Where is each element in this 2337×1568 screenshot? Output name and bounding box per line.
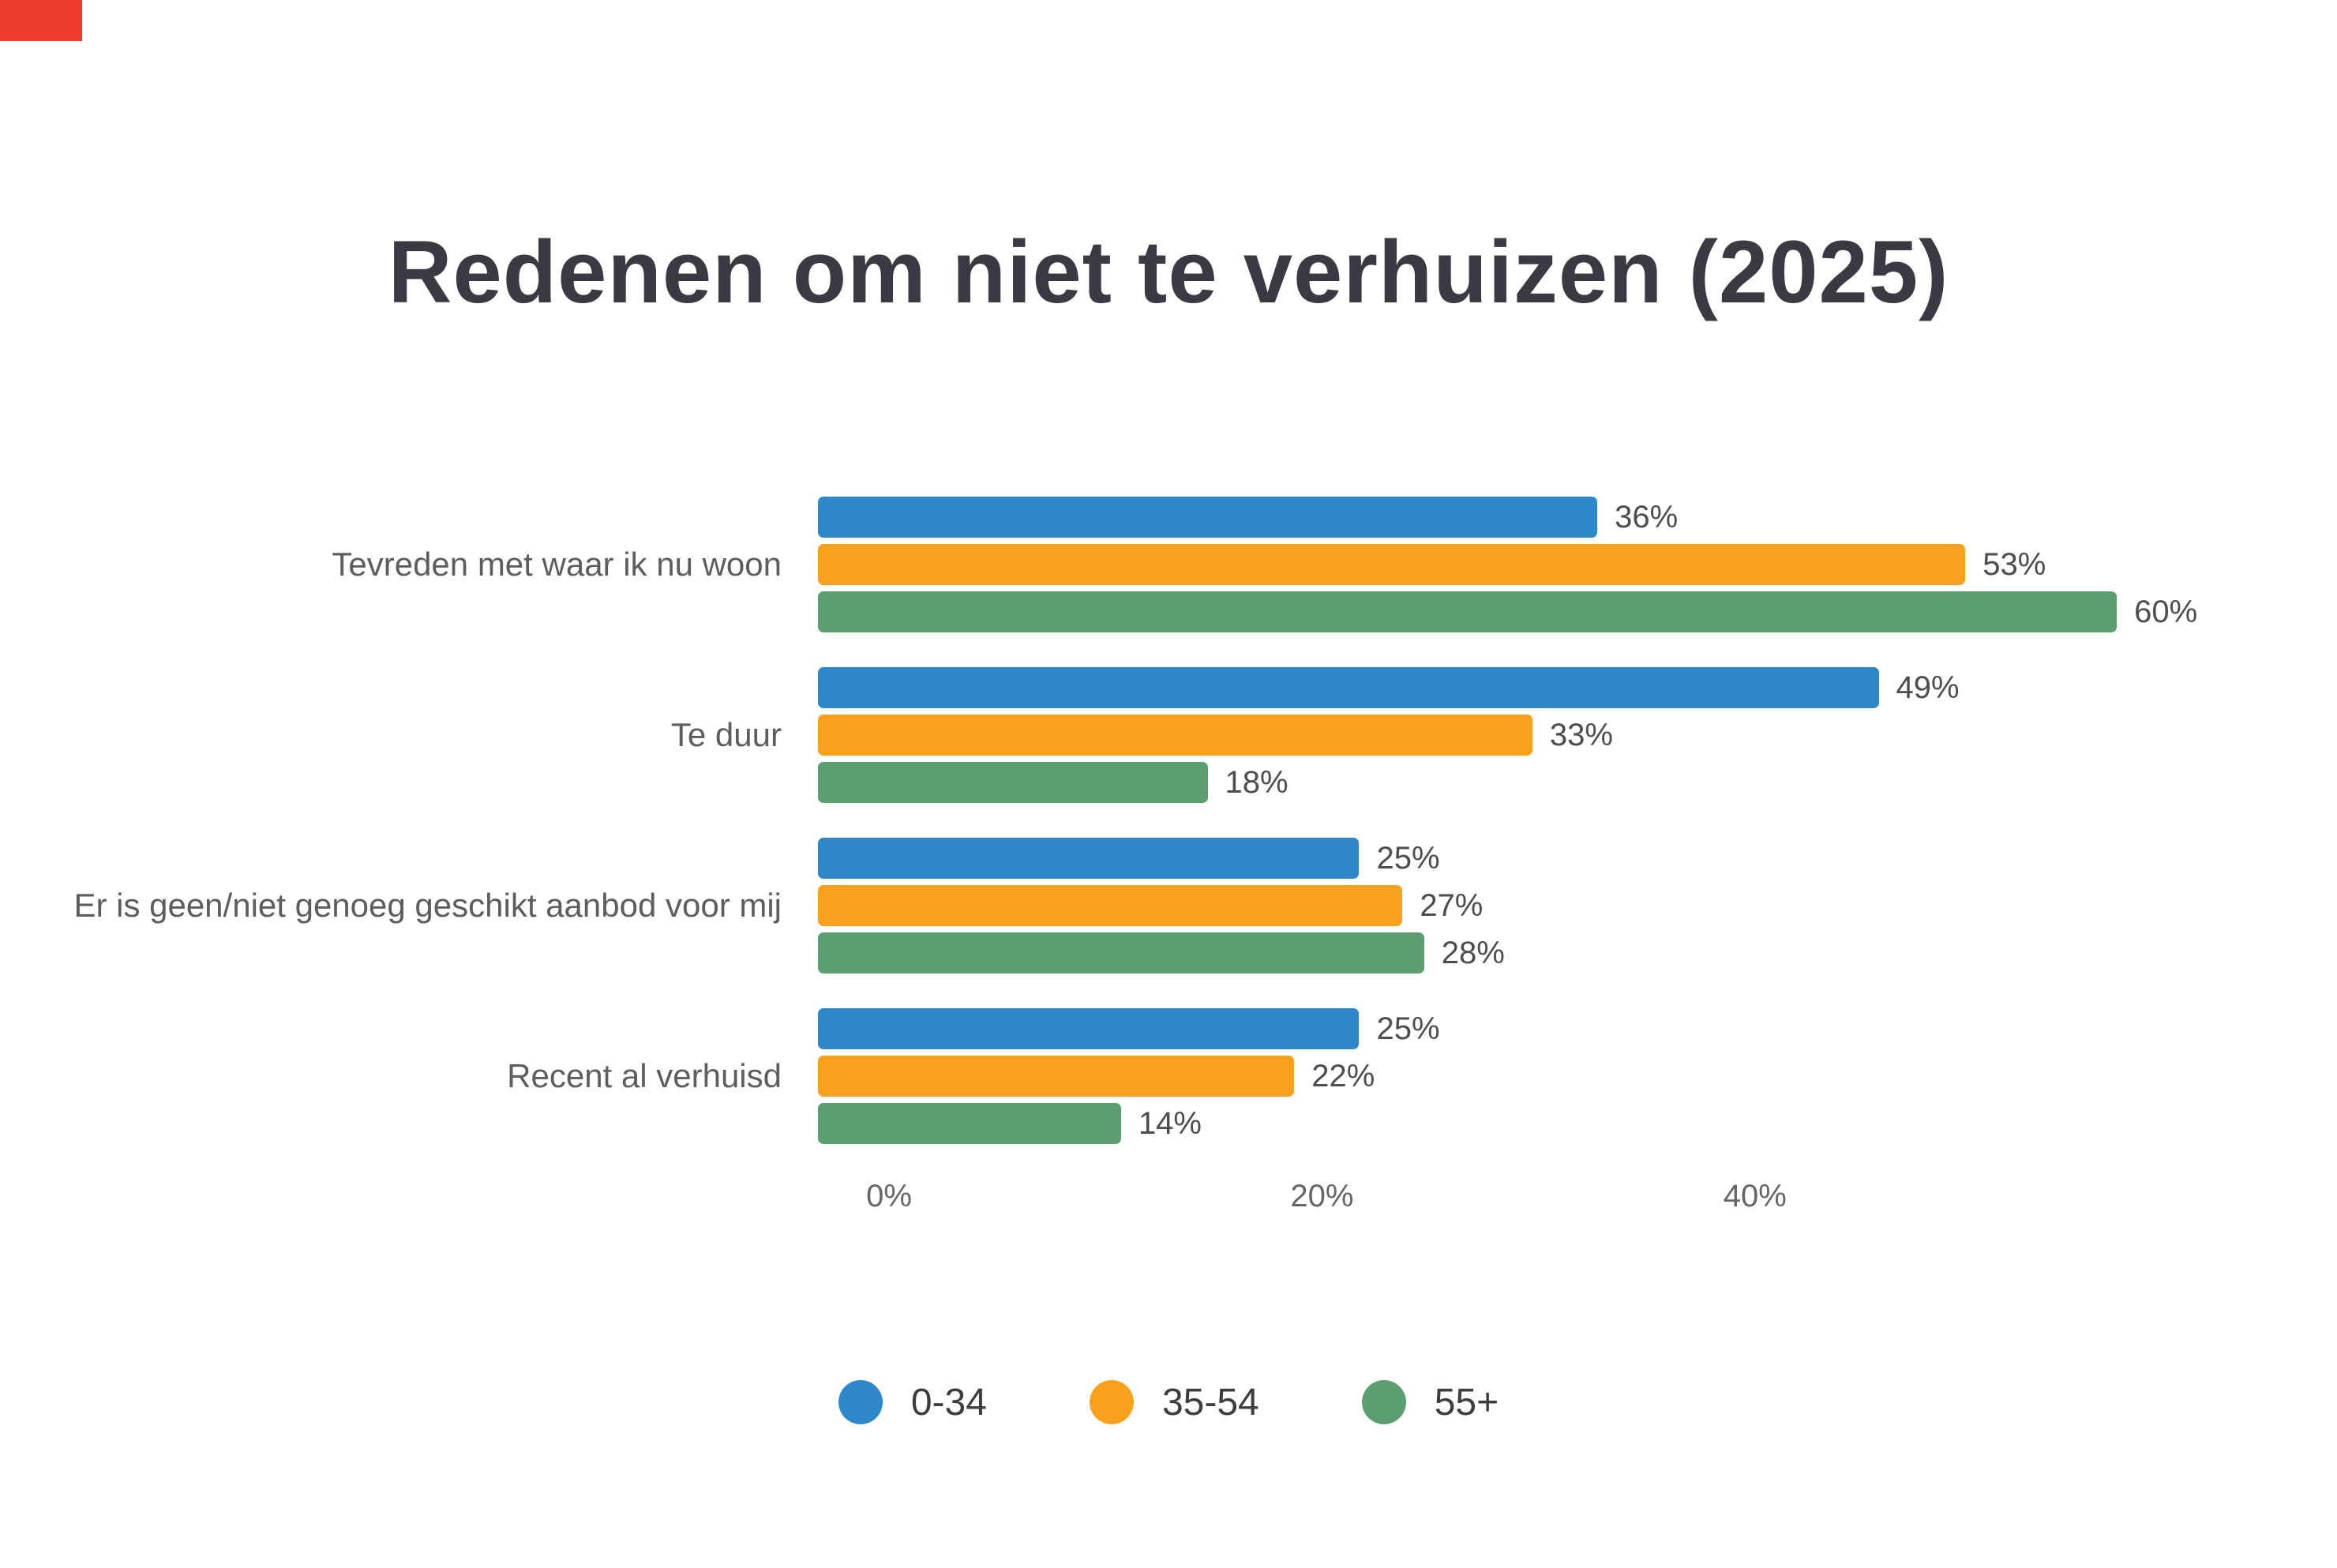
bar-55+ xyxy=(818,591,2118,632)
bar-0-34 xyxy=(818,667,1879,708)
bar-line: 33% xyxy=(818,715,2160,756)
bar-group: 49% 33% 18% xyxy=(818,667,2160,803)
bar-line: 27% xyxy=(818,885,2160,926)
chart-slide: Redenen om niet te verhuizen (2025) Tevr… xyxy=(0,0,2337,1424)
bar-value-label: 33% xyxy=(1549,717,1613,752)
bar-55+ xyxy=(818,1103,1121,1144)
chart-row: Er is geen/niet genoeg geschikt aanbod v… xyxy=(71,838,2337,973)
bar-35-54 xyxy=(818,885,1403,926)
legend-label: 55+ xyxy=(1434,1381,1499,1424)
legend-label: 0-34 xyxy=(910,1381,987,1424)
bar-55+ xyxy=(818,932,1424,973)
x-tick-label: 0% xyxy=(866,1179,912,1214)
bar-0-34 xyxy=(818,497,1598,538)
legend-swatch xyxy=(1361,1380,1406,1424)
x-tick-label: 40% xyxy=(1723,1179,1787,1214)
bar-line: 53% xyxy=(818,544,2160,585)
legend-label: 35-54 xyxy=(1161,1381,1259,1424)
chart-row: Recent al verhuisd 25% 22% 14% xyxy=(71,1008,2337,1144)
bar-group: 25% 22% 14% xyxy=(818,1008,2160,1144)
bar-value-label: 25% xyxy=(1376,1011,1440,1046)
chart-title: Redenen om niet te verhuizen (2025) xyxy=(388,223,1949,321)
category-label: Tevreden met waar ik nu woon xyxy=(332,545,782,583)
category-label: Te duur xyxy=(670,715,782,753)
bar-35-54 xyxy=(818,1056,1295,1097)
legend-item: 0-34 xyxy=(838,1380,987,1424)
chart-row: Tevreden met waar ik nu woon 36% 53% 60% xyxy=(71,497,2337,632)
corner-marker xyxy=(0,0,82,41)
bar-value-label: 25% xyxy=(1376,840,1440,876)
bar-35-54 xyxy=(818,544,1966,585)
bar-line: 36% xyxy=(818,497,2160,538)
bar-group: 36% 53% 60% xyxy=(818,497,2197,632)
bar-group: 25% 27% 28% xyxy=(818,838,2160,973)
bar-line: 25% xyxy=(818,1008,2160,1049)
legend-item: 55+ xyxy=(1361,1380,1499,1424)
bar-value-label: 18% xyxy=(1225,764,1289,800)
bar-value-label: 28% xyxy=(1441,935,1505,970)
x-tick-label: 20% xyxy=(1290,1179,1354,1214)
bar-line: 14% xyxy=(818,1103,2160,1144)
bar-0-34 xyxy=(818,838,1360,879)
legend: 0-34 35-54 55+ xyxy=(0,1380,2337,1424)
bar-0-34 xyxy=(818,1008,1360,1049)
bar-value-label: 36% xyxy=(1615,499,1679,535)
bar-value-label: 27% xyxy=(1420,887,1484,923)
bar-value-label: 60% xyxy=(2134,594,2198,629)
legend-item: 35-54 xyxy=(1089,1380,1259,1424)
bar-line: 22% xyxy=(818,1056,2160,1097)
bar-value-label: 22% xyxy=(1311,1058,1375,1093)
bar-line: 25% xyxy=(818,838,2160,879)
bar-value-label: 14% xyxy=(1138,1105,1202,1141)
chart-rows: Tevreden met waar ik nu woon 36% 53% 60% Te … xyxy=(71,497,2337,1144)
x-axis: 0% 20% 40% xyxy=(866,1179,2231,1234)
bar-line: 60% xyxy=(818,591,2197,632)
bar-55+ xyxy=(818,762,1208,803)
chart-row: Te duur 49% 33% 18% xyxy=(71,667,2337,803)
bar-chart: Tevreden met waar ik nu woon 36% 53% 60% Te … xyxy=(0,497,2337,1234)
bar-value-label: 49% xyxy=(1896,670,1960,705)
bar-line: 18% xyxy=(818,762,2160,803)
bar-line: 49% xyxy=(818,667,2160,708)
category-label: Er is geen/niet genoeg geschikt aanbod v… xyxy=(73,886,782,924)
bar-value-label: 53% xyxy=(1983,546,2046,582)
category-label: Recent al verhuisd xyxy=(507,1056,782,1094)
legend-swatch xyxy=(838,1380,883,1424)
bar-35-54 xyxy=(818,715,1532,756)
legend-swatch xyxy=(1089,1380,1134,1424)
bar-line: 28% xyxy=(818,932,2160,973)
